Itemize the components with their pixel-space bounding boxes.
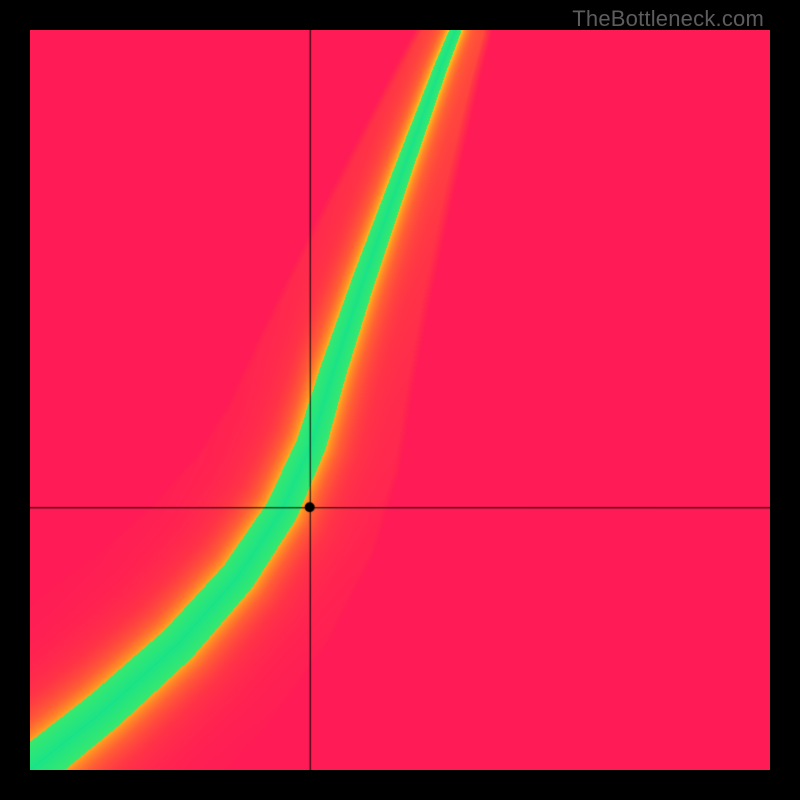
watermark-text: TheBottleneck.com (572, 6, 764, 32)
bottleneck-heatmap (30, 30, 770, 770)
